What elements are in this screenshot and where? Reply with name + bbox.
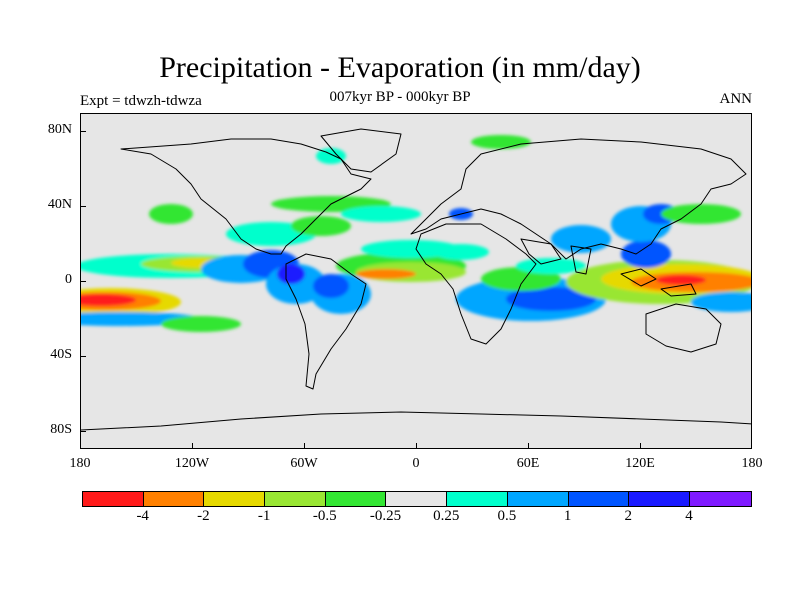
y-tickmark [80,356,86,357]
coastlines [81,128,751,431]
y-tickmark [80,206,86,207]
y-tickmark [80,431,86,432]
colorbar-swatch [629,492,690,506]
season-label: ANN [719,91,753,107]
x-tick-120w: 120W [174,456,210,471]
colorbar-label: 2 [624,508,633,524]
x-tickmark [640,443,641,449]
y-tick-80n: 80N [47,122,72,137]
colorbar-swatch [265,492,326,506]
x-tick-60w: 60W [290,456,318,471]
colorbar-swatch [689,492,751,506]
colorbar-swatch [143,492,205,506]
map-panel [80,113,752,449]
colorbar-swatch [447,492,508,506]
y-tick-0: 0 [65,272,72,287]
colorbar-label: -0.25 [369,508,402,524]
colorbar-label: -2 [197,508,210,524]
colorbar-label: 4 [685,508,693,524]
colorbar-label: -4 [136,508,149,524]
y-tick-40s: 40S [50,347,72,362]
y-tick-40n: 40N [47,197,72,212]
plot-title: Precipitation - Evaporation (in mm/day) [159,51,641,84]
colorbar-swatch [386,492,448,506]
x-tick-120e: 120E [625,456,655,471]
y-tick-80s: 80S [50,422,72,437]
colorbar-swatch [568,492,630,506]
colorbar-label: -1 [257,508,271,524]
colorbar-label: 0.5 [497,508,517,524]
x-tickmark [192,443,193,449]
x-tickmark [528,443,529,449]
colorbar [82,491,752,507]
colorbar-swatch [507,492,569,506]
map-svg [81,114,751,448]
pe-anomaly-field [81,135,751,332]
colorbar-label: 0.25 [433,508,460,524]
colorbar-swatch [83,492,144,506]
colorbar-swatch [204,492,266,506]
plot-subtitle: 007kyr BP - 000kyr BP [329,89,471,105]
experiment-label: Expt = tdwzh-tdwza [80,93,202,109]
x-tick-180e: 180 [741,456,763,471]
colorbar-swatch [325,492,387,506]
colorbar-label: 1 [563,508,572,524]
x-tickmark [304,443,305,449]
x-tickmark [416,443,417,449]
x-tick-60e: 60E [516,456,540,471]
x-tick-180w: 180 [69,456,91,471]
y-tickmark [80,281,86,282]
x-tick-0: 0 [412,456,420,471]
colorbar-label: -0.5 [312,508,337,524]
y-tickmark [80,131,86,132]
